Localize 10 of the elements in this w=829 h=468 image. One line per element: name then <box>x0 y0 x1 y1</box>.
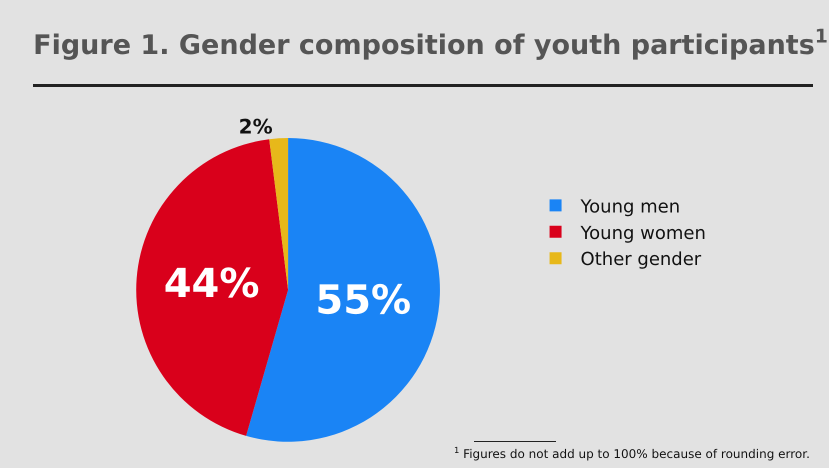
data-label: 2% <box>238 114 273 138</box>
legend-label: Other gender <box>580 249 702 270</box>
chart-title: Figure 1. Gender composition of youth participants$^{1}$ <box>33 26 828 61</box>
data-label: 44% <box>164 260 260 307</box>
text: $^{1}$ Figures do not add up to 100% because of rounding error. <box>454 445 810 462</box>
legend-label: Young men <box>580 196 680 218</box>
data-label: 55% <box>315 278 412 324</box>
pie-slice <box>136 139 288 436</box>
legend-label: Young women <box>580 222 706 244</box>
pie-slice <box>269 138 288 290</box>
